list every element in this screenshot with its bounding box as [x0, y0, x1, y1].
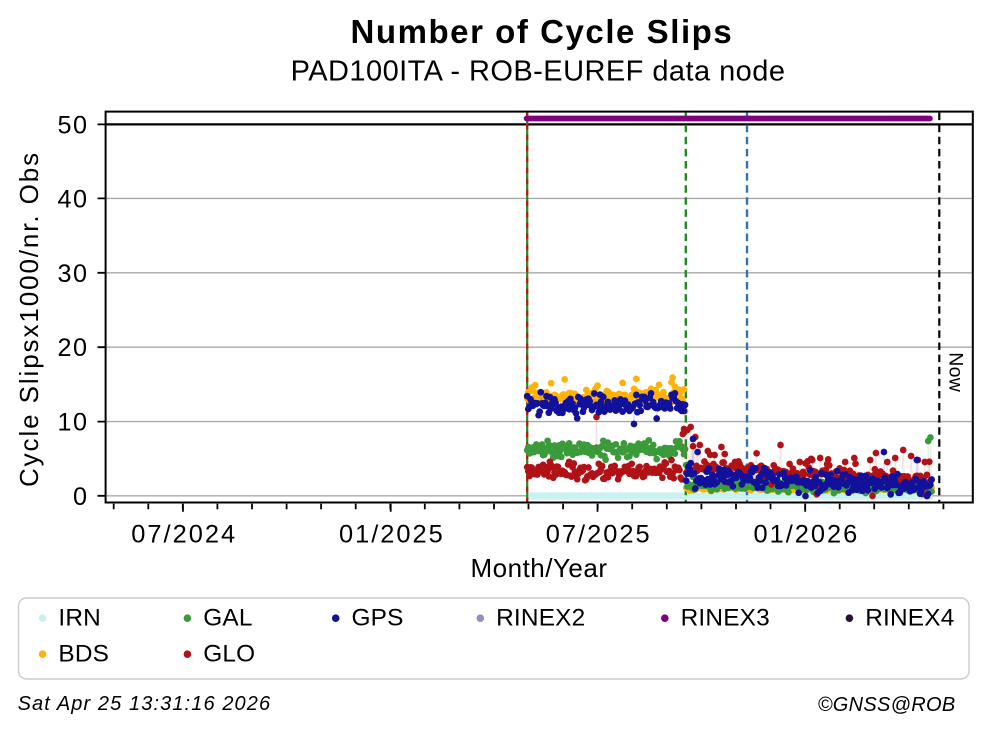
svg-text:40: 40 [57, 185, 88, 213]
svg-text:RINEX3: RINEX3 [681, 605, 770, 632]
svg-text:GLO: GLO [203, 641, 255, 668]
svg-text:IRN: IRN [58, 605, 101, 632]
svg-text:Now: Now [945, 352, 967, 393]
svg-text:GPS: GPS [352, 605, 404, 632]
svg-text:GAL: GAL [203, 605, 252, 632]
svg-text:07/2025: 07/2025 [546, 520, 652, 548]
svg-text:Month/Year: Month/Year [470, 553, 607, 583]
svg-text:01/2025: 01/2025 [339, 520, 445, 548]
svg-text:07/2024: 07/2024 [131, 520, 237, 548]
svg-text:01/2026: 01/2026 [754, 520, 860, 548]
svg-text:Number of Cycle Slips: Number of Cycle Slips [350, 13, 733, 50]
svg-text:20: 20 [57, 334, 88, 362]
svg-text:BDS: BDS [58, 641, 109, 668]
svg-text:PAD100ITA - ROB-EUREF data nod: PAD100ITA - ROB-EUREF data node [291, 56, 786, 88]
svg-text:50: 50 [57, 111, 88, 139]
svg-text:©GNSS@ROB: ©GNSS@ROB [818, 694, 956, 716]
svg-text:10: 10 [57, 409, 88, 437]
svg-text:Cycle Slipsx1000/nr. Obs: Cycle Slipsx1000/nr. Obs [14, 151, 44, 487]
svg-text:RINEX4: RINEX4 [865, 605, 954, 632]
svg-text:RINEX2: RINEX2 [496, 605, 585, 632]
svg-text:30: 30 [57, 260, 88, 288]
svg-text:Sat Apr 25 13:31:16 2026: Sat Apr 25 13:31:16 2026 [18, 693, 272, 715]
svg-text:0: 0 [73, 483, 89, 511]
